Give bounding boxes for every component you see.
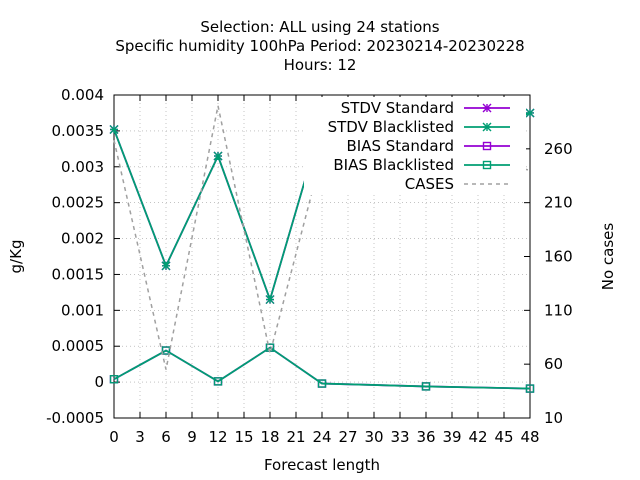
x-tick-label: 0 [109,428,119,446]
data-point [482,103,492,113]
title-line: Specific humidity 100hPa Period: 2023021… [115,37,524,55]
legend-label: STDV Standard [341,99,454,117]
y2-tick-label: 110 [544,301,573,319]
y-tick-label: 0.0015 [52,265,105,283]
data-point [482,141,492,151]
data-point [109,375,119,384]
data-point [109,124,119,134]
x-tick-label: 6 [161,428,171,446]
x-tick-label: 24 [312,428,331,446]
y-tick-label: 0.0005 [52,337,105,355]
y-tick-label: 0 [94,373,104,391]
y2-tick-label: 260 [544,140,573,158]
x-tick-label: 39 [442,428,461,446]
data-point [317,379,327,388]
x-tick-label: 15 [234,428,253,446]
data-point [265,295,275,305]
y-tick-label: 0.001 [61,301,104,319]
marker-stroke [482,122,492,132]
marker-stroke [109,124,119,134]
y-tick-label: 0.0035 [52,122,105,140]
y2-tick-label: 210 [544,194,573,212]
data-point [525,108,535,118]
data-point [161,346,171,355]
x-tick-label: 45 [494,428,513,446]
chart-title: Selection: ALL using 24 stationsSpecific… [115,18,524,74]
y-tick-label: 0.003 [61,158,104,176]
marker-stroke [213,151,223,161]
y-axis-label: g/Kg [7,240,25,274]
x-tick-label: 18 [260,428,279,446]
y2-axis-label: No cases [599,223,617,291]
y-tick-label: 0.004 [61,86,104,104]
legend-label: BIAS Standard [346,137,454,155]
y-tick-label: 0.0025 [52,194,105,212]
y2-tick-label: 160 [544,248,573,266]
marker-stroke [482,103,492,113]
x-axis-label: Forecast length [264,456,380,474]
legend-label: CASES [405,175,454,193]
x-tick-label: 21 [286,428,305,446]
y-tick-label: 0.002 [61,230,104,248]
data-point [161,261,171,271]
x-tick-label: 30 [364,428,383,446]
data-point [482,122,492,132]
marker-stroke [525,108,535,118]
series-line [113,346,531,390]
title-line: Hours: 12 [284,56,357,74]
y2-tick-label: 10 [544,409,563,427]
data-point [525,384,535,393]
data-point [421,382,431,391]
x-tick-label: 33 [390,428,409,446]
x-tick-label: 12 [208,428,227,446]
data-point [213,377,223,386]
marker-stroke [265,295,275,305]
legend-label: STDV Blacklisted [328,118,454,136]
series-line [113,346,531,390]
y2-tick-label: 60 [544,355,563,373]
y-tick-label: -0.0005 [46,409,104,427]
data-point [213,151,223,161]
data-point [482,160,492,170]
legend-label: BIAS Blacklisted [333,156,454,174]
ticks: 0 3 6 9 12 15 18 21 24 27 30 33 36 39 42 45 480.0040.003… [46,86,573,446]
x-tick-label: 9 [187,428,197,446]
x-tick-label: 48 [520,428,539,446]
x-tick-label: 3 [135,428,145,446]
x-tick-label: 42 [468,428,487,446]
marker-stroke [161,261,171,271]
x-tick-label: 27 [338,428,357,446]
x-tick-label: 36 [416,428,435,446]
title-line: Selection: ALL using 24 stations [200,18,439,36]
